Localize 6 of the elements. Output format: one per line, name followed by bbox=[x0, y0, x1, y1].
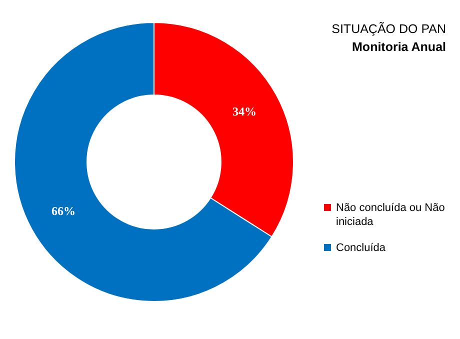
data-label: 66% bbox=[52, 204, 76, 218]
data-label: 34% bbox=[232, 104, 256, 118]
chart-title: SITUAÇÃO DO PAN bbox=[332, 21, 446, 38]
legend-label: Concluída bbox=[336, 242, 386, 254]
text: Monitoria Anual bbox=[351, 39, 446, 56]
legend-label: Não concluída ou Não iniciada bbox=[336, 202, 445, 228]
